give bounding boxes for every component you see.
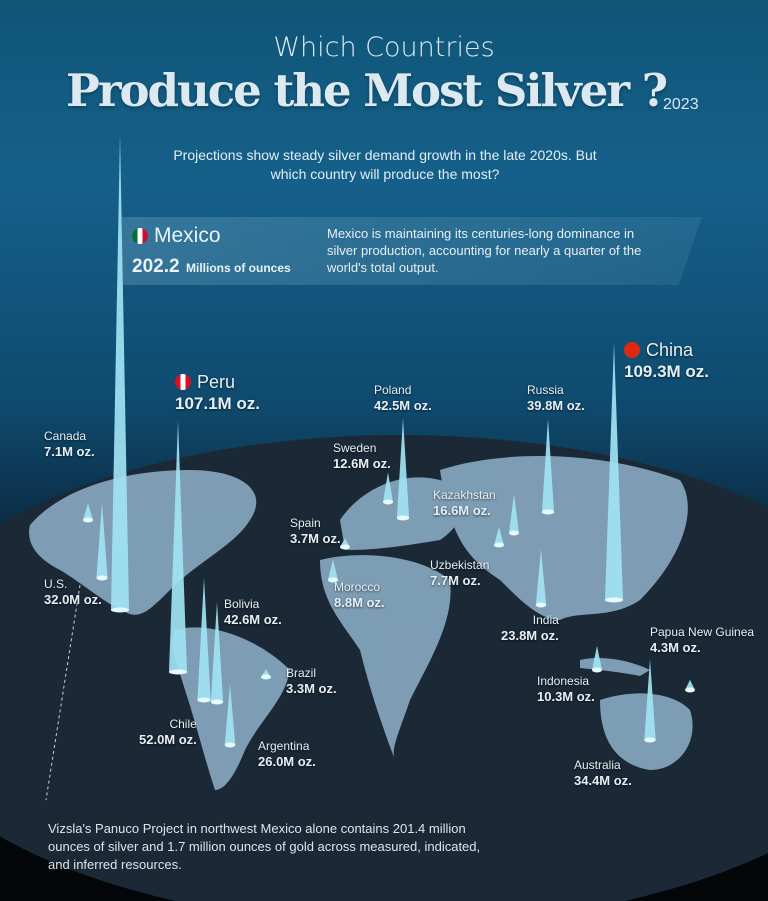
- label-argentina: Argentina 26.0M oz.: [258, 739, 316, 769]
- spike-base: [83, 517, 93, 523]
- spike-peru: [169, 420, 187, 672]
- label-morocco: Morocco 8.8M oz.: [334, 580, 385, 610]
- spike-base: [169, 669, 187, 675]
- label-kazakhstan: Kazakhstan 16.6M oz.: [433, 488, 496, 518]
- label-india: India 23.8M oz.: [501, 613, 559, 643]
- title-line2: Produce the Most Silver ?: [66, 64, 668, 117]
- spike-base: [685, 687, 695, 693]
- spike-u-s-: [96, 502, 108, 578]
- north-america: [29, 470, 257, 615]
- spike-base: [383, 499, 393, 505]
- spike-base: [592, 667, 602, 673]
- spike-base: [197, 697, 211, 703]
- label-indonesia: Indonesia 10.3M oz.: [537, 674, 595, 704]
- spike-kazakhstan: [509, 493, 519, 533]
- spike-spain: [340, 538, 350, 547]
- spike-australia: [644, 659, 656, 740]
- subtitle: Projections show steady silver demand gr…: [173, 147, 597, 182]
- title-line1: Which Countries: [273, 32, 495, 63]
- year: 2023: [663, 96, 699, 113]
- label-spain: Spain 3.7M oz.: [290, 516, 341, 546]
- label-australia: Australia 34.4M oz.: [574, 758, 632, 788]
- callout-unit: Millions of ounces: [186, 261, 291, 275]
- spike-chile: [197, 577, 211, 700]
- spike-uzbekistan: [494, 526, 504, 545]
- spike-base: [509, 530, 519, 536]
- mexico-callout-title: Mexico: [132, 224, 221, 248]
- label-brazil: Brazil 3.3M oz.: [286, 666, 337, 696]
- label-uzbekistan: Uzbekistan 7.7M oz.: [430, 558, 490, 588]
- mexico-flag-icon: [132, 228, 148, 244]
- china-flag-icon: [624, 342, 640, 358]
- spike-base: [396, 515, 410, 521]
- asia: [440, 456, 688, 620]
- spike-russia: [542, 418, 554, 512]
- spike-poland: [396, 418, 410, 518]
- label-papua-new-guinea: Papua New Guinea 4.3M oz.: [650, 625, 755, 655]
- mexico-callout-panel: [122, 217, 702, 285]
- spike-sweden: [383, 472, 393, 502]
- spike-papua-new-guinea: [685, 679, 695, 690]
- peru-flag-icon: [175, 374, 191, 390]
- spike-base: [111, 607, 129, 613]
- spike-base: [605, 597, 623, 603]
- callout-value: 202.2: [132, 256, 180, 277]
- spike-base: [210, 699, 224, 705]
- callout-description: Mexico is maintaining its centuries-long…: [327, 226, 642, 275]
- spike-base: [261, 674, 271, 680]
- spike-base: [96, 575, 108, 581]
- spike-base: [494, 542, 504, 548]
- spike-base: [542, 509, 554, 515]
- label-canada: Canada 7.1M oz.: [44, 429, 95, 459]
- spike-morocco: [328, 559, 338, 580]
- spike-indonesia: [592, 645, 602, 670]
- spike-argentina: [224, 683, 236, 745]
- spike-base: [535, 602, 547, 608]
- label-sweden: Sweden 12.6M oz.: [333, 441, 391, 471]
- spike-mexico: [111, 134, 129, 610]
- africa: [320, 555, 451, 760]
- label-bolivia: Bolivia 42.6M oz.: [224, 597, 282, 627]
- label-poland: Poland 42.5M oz.: [374, 383, 432, 413]
- label-chile: Chile 52.0M oz.: [139, 717, 197, 747]
- label-peru: Peru 107.1M oz.: [175, 372, 261, 413]
- spike-base: [224, 742, 236, 748]
- spike-base: [644, 737, 656, 743]
- label-russia: Russia 39.8M oz.: [527, 383, 585, 413]
- footer-note: Vizsla's Panuco Project in northwest Mex…: [48, 821, 481, 872]
- spike-bolivia: [210, 601, 224, 702]
- spike-base: [328, 577, 338, 583]
- spike-china: [605, 343, 623, 600]
- callout-country: Mexico: [154, 224, 221, 247]
- spike-india: [535, 549, 547, 605]
- label-china: China 109.3M oz.: [624, 340, 710, 381]
- spike-canada: [83, 503, 93, 520]
- leader-line: [45, 584, 81, 801]
- spike-base: [340, 544, 350, 550]
- label-us: U.S. 32.0M oz.: [44, 577, 102, 607]
